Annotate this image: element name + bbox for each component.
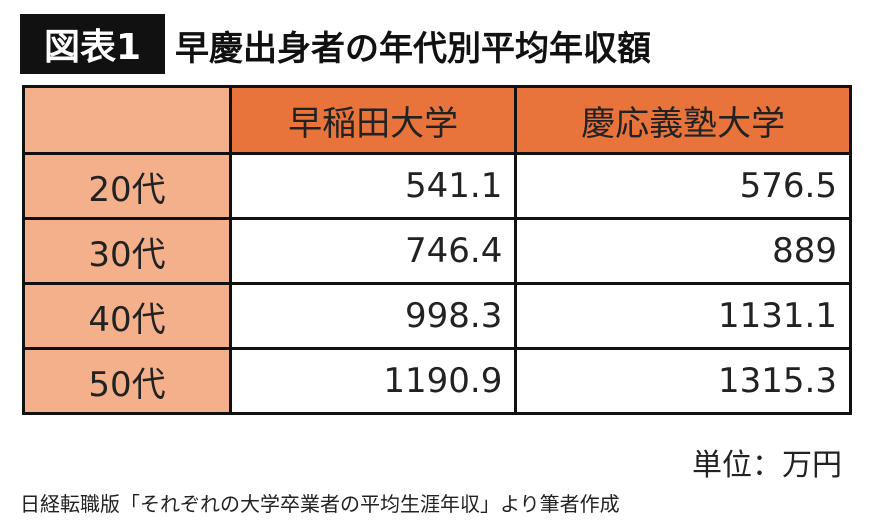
data-table: 早稲田大学 慶応義塾大学 20代 541.1 576.5 30代 746.4 889 40代 9… bbox=[22, 85, 852, 415]
row-label: 40代 bbox=[22, 282, 232, 350]
value-cell: 541.1 bbox=[228, 152, 518, 220]
value-cell: 576.5 bbox=[514, 152, 852, 220]
row-label: 50代 bbox=[22, 347, 232, 415]
table-row: 20代 541.1 576.5 bbox=[22, 152, 852, 220]
figure-badge: 図表1 bbox=[20, 14, 165, 74]
column-header: 慶応義塾大学 bbox=[514, 85, 852, 155]
row-label: 30代 bbox=[22, 217, 232, 285]
header-row: 早稲田大学 慶応義塾大学 bbox=[22, 85, 852, 155]
figure-title: 早慶出身者の年代別平均年収額 bbox=[175, 28, 651, 69]
unit-note: 単位：万円 bbox=[692, 448, 842, 483]
value-cell: 1315.3 bbox=[514, 347, 852, 415]
source-note: 日経転職版「それぞれの大学卒業者の平均生涯年収」より筆者作成 bbox=[20, 492, 620, 516]
value-cell: 889 bbox=[514, 217, 852, 285]
table-row: 30代 746.4 889 bbox=[22, 217, 852, 285]
value-cell: 998.3 bbox=[228, 282, 518, 350]
table-row: 50代 1190.9 1315.3 bbox=[22, 347, 852, 415]
value-cell: 746.4 bbox=[228, 217, 518, 285]
value-cell: 1190.9 bbox=[228, 347, 518, 415]
corner-cell bbox=[22, 85, 232, 155]
table-row: 40代 998.3 1131.1 bbox=[22, 282, 852, 350]
column-header: 早稲田大学 bbox=[228, 85, 518, 155]
value-cell: 1131.1 bbox=[514, 282, 852, 350]
row-label: 20代 bbox=[22, 152, 232, 220]
